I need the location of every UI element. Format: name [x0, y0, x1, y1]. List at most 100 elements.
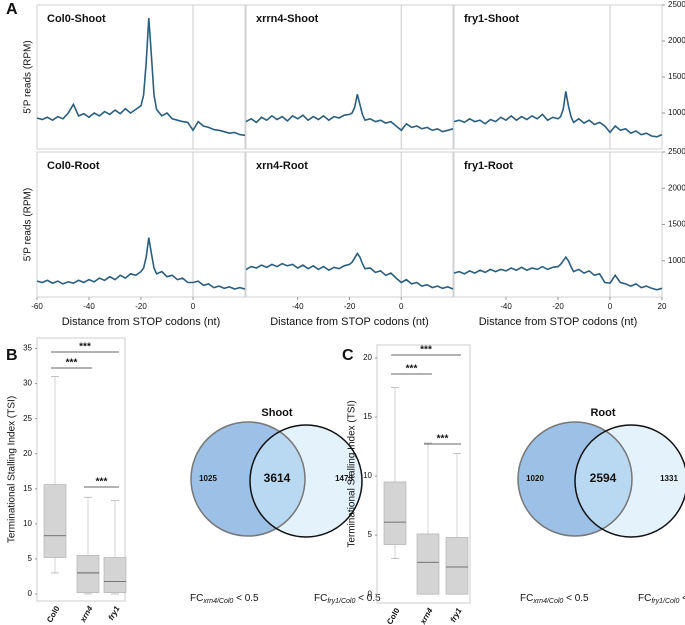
line	[36, 17, 246, 137]
panel-frame	[36, 151, 246, 298]
label-tail: < 0.5	[563, 593, 589, 604]
line	[453, 255, 663, 291]
significance-label: ***	[79, 342, 91, 353]
venn-count: 3614	[264, 471, 291, 485]
y-tick-label: 1000	[668, 256, 685, 265]
label-main: FC	[520, 593, 533, 604]
y-axis-label: 5'P reads (RPM)	[23, 188, 34, 261]
panel-frame	[245, 151, 454, 298]
venn-outline	[190, 421, 306, 537]
box	[416, 533, 440, 595]
panel-label: A	[6, 1, 18, 18]
set-label: FCfry1/Col0 < 0.5	[638, 593, 685, 605]
panel-label: C	[342, 347, 354, 364]
x-tick-label: fry1	[106, 604, 121, 622]
x-tick-label: 0	[191, 302, 196, 311]
line	[36, 237, 246, 290]
line	[245, 252, 454, 290]
label-subscript: xrn4/Col0	[202, 598, 233, 605]
y-tick-label: 5	[28, 554, 33, 563]
venn-intersection	[575, 425, 632, 536]
panel-frame	[453, 151, 663, 298]
y-tick-label: 15	[23, 484, 32, 493]
venn-count: 1331	[660, 474, 678, 483]
y-tick-label: 1500	[668, 220, 685, 229]
panel-title: xrn4-Root	[256, 160, 308, 172]
panel-frame	[36, 4, 246, 150]
venn-count: 1025	[199, 474, 217, 483]
x-axis-label: Distance from STOP codons (nt)	[479, 316, 638, 328]
significance-label: ***	[406, 364, 418, 375]
y-tick-label: 35	[23, 344, 32, 353]
label-tail: < 0.5	[679, 593, 685, 604]
box	[103, 557, 127, 593]
box	[43, 484, 67, 558]
plot-frame	[376, 344, 471, 604]
x-tick-label: -20	[135, 302, 147, 311]
label-subscript: xrn4/Col0	[532, 598, 563, 605]
label-subscript: fry1/Col0	[651, 598, 679, 605]
y-tick-label: 2500	[668, 147, 685, 156]
y-tick-label: 1500	[668, 72, 685, 81]
plot-frame	[36, 337, 126, 602]
x-tick-label: -20	[344, 302, 356, 311]
label-main: FC	[314, 593, 327, 604]
set-label: FCfry1/Col0 < 0.5	[314, 593, 381, 605]
significance-label: ***	[96, 477, 108, 488]
significance-label: ***	[437, 434, 449, 445]
x-tick-label: xrn4	[78, 604, 95, 624]
venn-outline	[574, 424, 685, 538]
box	[76, 555, 100, 593]
y-tick-label: 1000	[668, 108, 685, 117]
venn-title: Root	[590, 407, 615, 419]
panel-title: fry1-Root	[464, 160, 513, 172]
label-tail: < 0.5	[233, 593, 259, 604]
x-tick-label: 20	[658, 302, 667, 311]
label-main: FC	[638, 593, 651, 604]
line	[245, 94, 454, 133]
x-tick-label: -40	[500, 302, 512, 311]
venn-outline	[249, 424, 363, 538]
x-tick-label: 0	[608, 302, 613, 311]
set-label: FCxrn4/Col0 < 0.5	[190, 593, 259, 605]
label-main: FC	[190, 593, 203, 604]
y-axis-label: Terminational Stalling Index (TSI)	[7, 396, 18, 543]
y-tick-label: 10	[23, 519, 32, 528]
panel-title: fry1-Shoot	[464, 13, 519, 25]
x-tick-label: -20	[552, 302, 564, 311]
x-tick-label: -60	[31, 302, 43, 311]
y-tick-label: 25	[23, 414, 32, 423]
significance-label: ***	[66, 358, 78, 369]
box	[383, 481, 407, 545]
venn-count: 1020	[526, 474, 544, 483]
y-axis-label: 5'P reads (RPM)	[23, 40, 34, 113]
y-tick-label: 10	[363, 471, 372, 480]
label-subscript: fry1/Col0	[327, 598, 355, 605]
x-tick-label: Col0	[385, 606, 402, 625]
x-axis-label: Distance from STOP codons (nt)	[62, 316, 221, 328]
panel-title: xrrn4-Shoot	[256, 13, 319, 25]
significance-label: ***	[420, 345, 432, 356]
y-tick-label: 2000	[668, 36, 685, 45]
x-tick-label: xrn4	[418, 606, 435, 625]
panel-title: Col0-Root	[47, 160, 100, 172]
venn-outline	[517, 421, 633, 537]
label-tail: < 0.5	[355, 593, 381, 604]
box	[445, 537, 469, 595]
y-tick-label: 15	[363, 412, 372, 421]
y-tick-label: 5	[368, 530, 373, 539]
x-tick-label: Col0	[45, 604, 62, 624]
panel-label: B	[6, 347, 18, 364]
y-tick-label: 2000	[668, 183, 685, 192]
panel-frame	[245, 4, 454, 150]
y-tick-label: 20	[23, 449, 32, 458]
line	[453, 91, 663, 138]
y-tick-label: 2500	[668, 0, 685, 9]
venn-count: 1473	[335, 474, 353, 483]
x-tick-label: 0	[399, 302, 404, 311]
y-tick-label: 0	[368, 589, 373, 598]
x-tick-label: fry1	[448, 606, 463, 624]
venn-count: 2594	[590, 471, 617, 485]
